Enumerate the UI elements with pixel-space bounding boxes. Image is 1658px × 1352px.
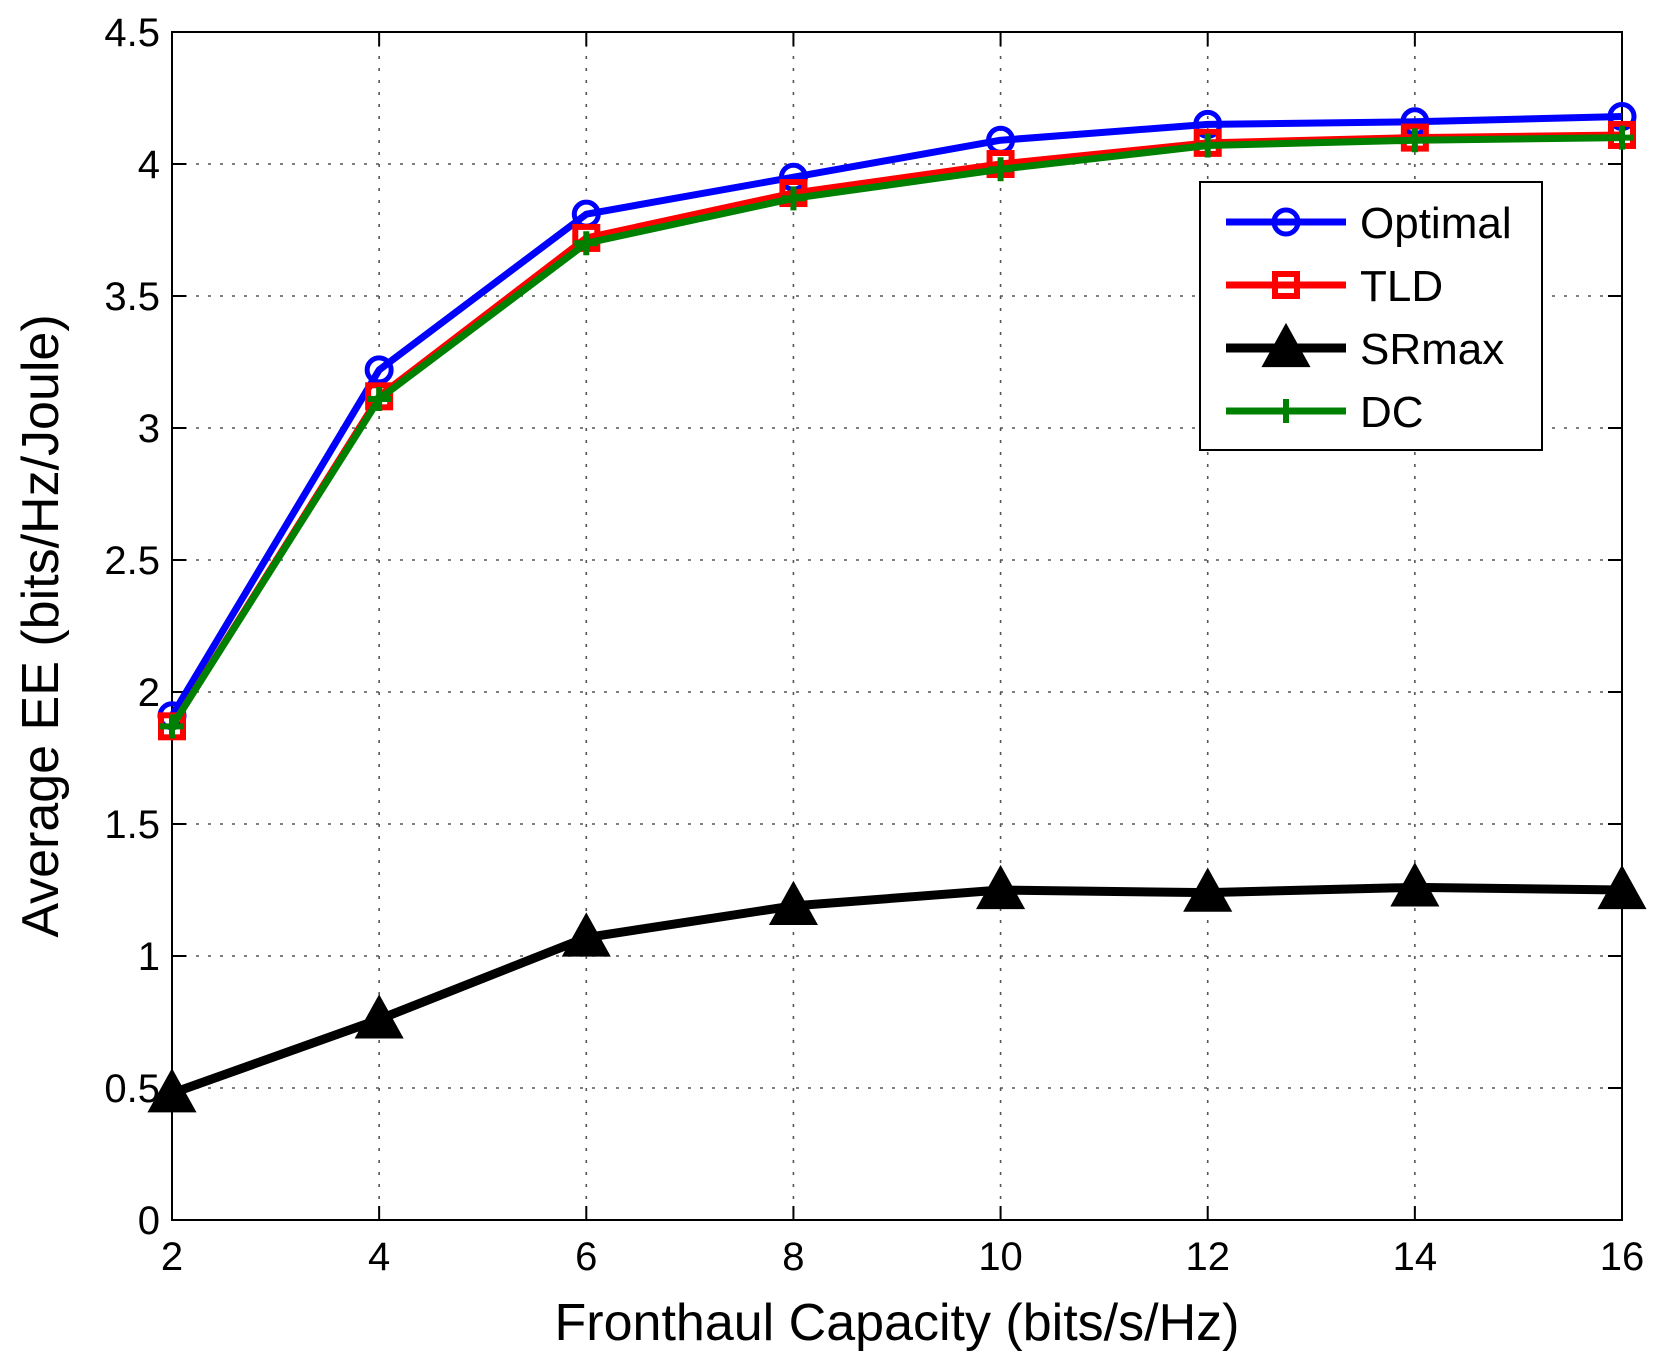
point-srmax: [768, 880, 818, 925]
legend-marker-srmax: [1261, 322, 1311, 368]
point-optimal: [364, 355, 394, 385]
legend-label-srmax: SRmax: [1360, 325, 1504, 374]
y-tick-label: 1.5: [104, 803, 160, 847]
x-tick-label: 14: [1393, 1235, 1438, 1279]
x-tick-label: 16: [1600, 1235, 1645, 1279]
x-tick-label: 4: [368, 1235, 390, 1279]
point-dc: [988, 157, 1013, 182]
point-dc: [574, 231, 599, 256]
point-dc: [1610, 125, 1634, 150]
legend-box: [1199, 181, 1543, 451]
series-srmax: [147, 862, 1647, 1113]
legend-label-tld: TLD: [1360, 262, 1443, 311]
grid-lines: [172, 32, 1622, 1220]
x-axis-label: Fronthaul Capacity (bits/s/Hz): [555, 1294, 1240, 1352]
series-line-srmax: [170, 882, 1623, 1098]
point-srmax: [1597, 864, 1647, 910]
x-tick-label: 8: [782, 1235, 804, 1279]
plot-area: [171, 31, 1623, 1221]
x-tick-label: 2: [161, 1235, 183, 1279]
x-tick-label: 10: [978, 1235, 1023, 1279]
point-srmax: [976, 864, 1026, 910]
legend-item-tld: TLD: [1226, 262, 1443, 311]
point-srmax: [1183, 867, 1233, 912]
legend: Optimal TLD SRmax DC: [1199, 181, 1543, 451]
axis-ticks: 2 4 6 8 10 12 14 16 0 0.5 1 1.5 2 2.5 3 3.5 4 4.5: [104, 11, 1644, 1279]
series-line-dc: [169, 134, 1623, 729]
point-srmax: [561, 912, 611, 957]
legend-item-srmax: SRmax: [1226, 322, 1504, 374]
y-tick-label: 3.5: [104, 275, 160, 319]
y-tick-label: 0: [138, 1199, 160, 1243]
point-dc: [367, 386, 392, 411]
series-optimal: [157, 101, 1637, 731]
point-srmax: [147, 1068, 197, 1113]
y-tick-label: 1: [138, 935, 160, 979]
series-dc: [160, 125, 1634, 739]
point-dc: [1195, 133, 1220, 158]
y-tick-label: 2: [138, 671, 160, 715]
legend-item-optimal: Optimal: [1226, 199, 1512, 248]
point-dc: [160, 714, 184, 739]
y-tick-label: 0.5: [104, 1067, 160, 1111]
point-srmax: [354, 994, 404, 1039]
legend-marker-tld: [1272, 271, 1300, 299]
legend-label-optimal: Optimal: [1360, 199, 1512, 248]
series-line-optimal: [168, 112, 1623, 718]
point-dc: [781, 186, 806, 211]
point-dc: [1402, 128, 1427, 153]
x-tick-label: 6: [575, 1235, 597, 1279]
point-srmax: [1390, 862, 1440, 907]
y-tick-label: 3: [138, 407, 160, 451]
legend-marker-dc: [1274, 399, 1298, 423]
y-tick-label: 2.5: [104, 539, 160, 583]
y-tick-label: 4: [138, 143, 160, 187]
y-tick-label: 4.5: [104, 11, 160, 55]
legend-item-dc: DC: [1226, 388, 1424, 437]
series-layer: [147, 101, 1647, 1113]
legend-label-dc: DC: [1360, 388, 1424, 437]
x-tick-label: 12: [1185, 1235, 1230, 1279]
legend-marker-optimal: [1271, 207, 1301, 237]
y-axis-label: Average EE (bits/Hz/Joule): [12, 314, 70, 937]
